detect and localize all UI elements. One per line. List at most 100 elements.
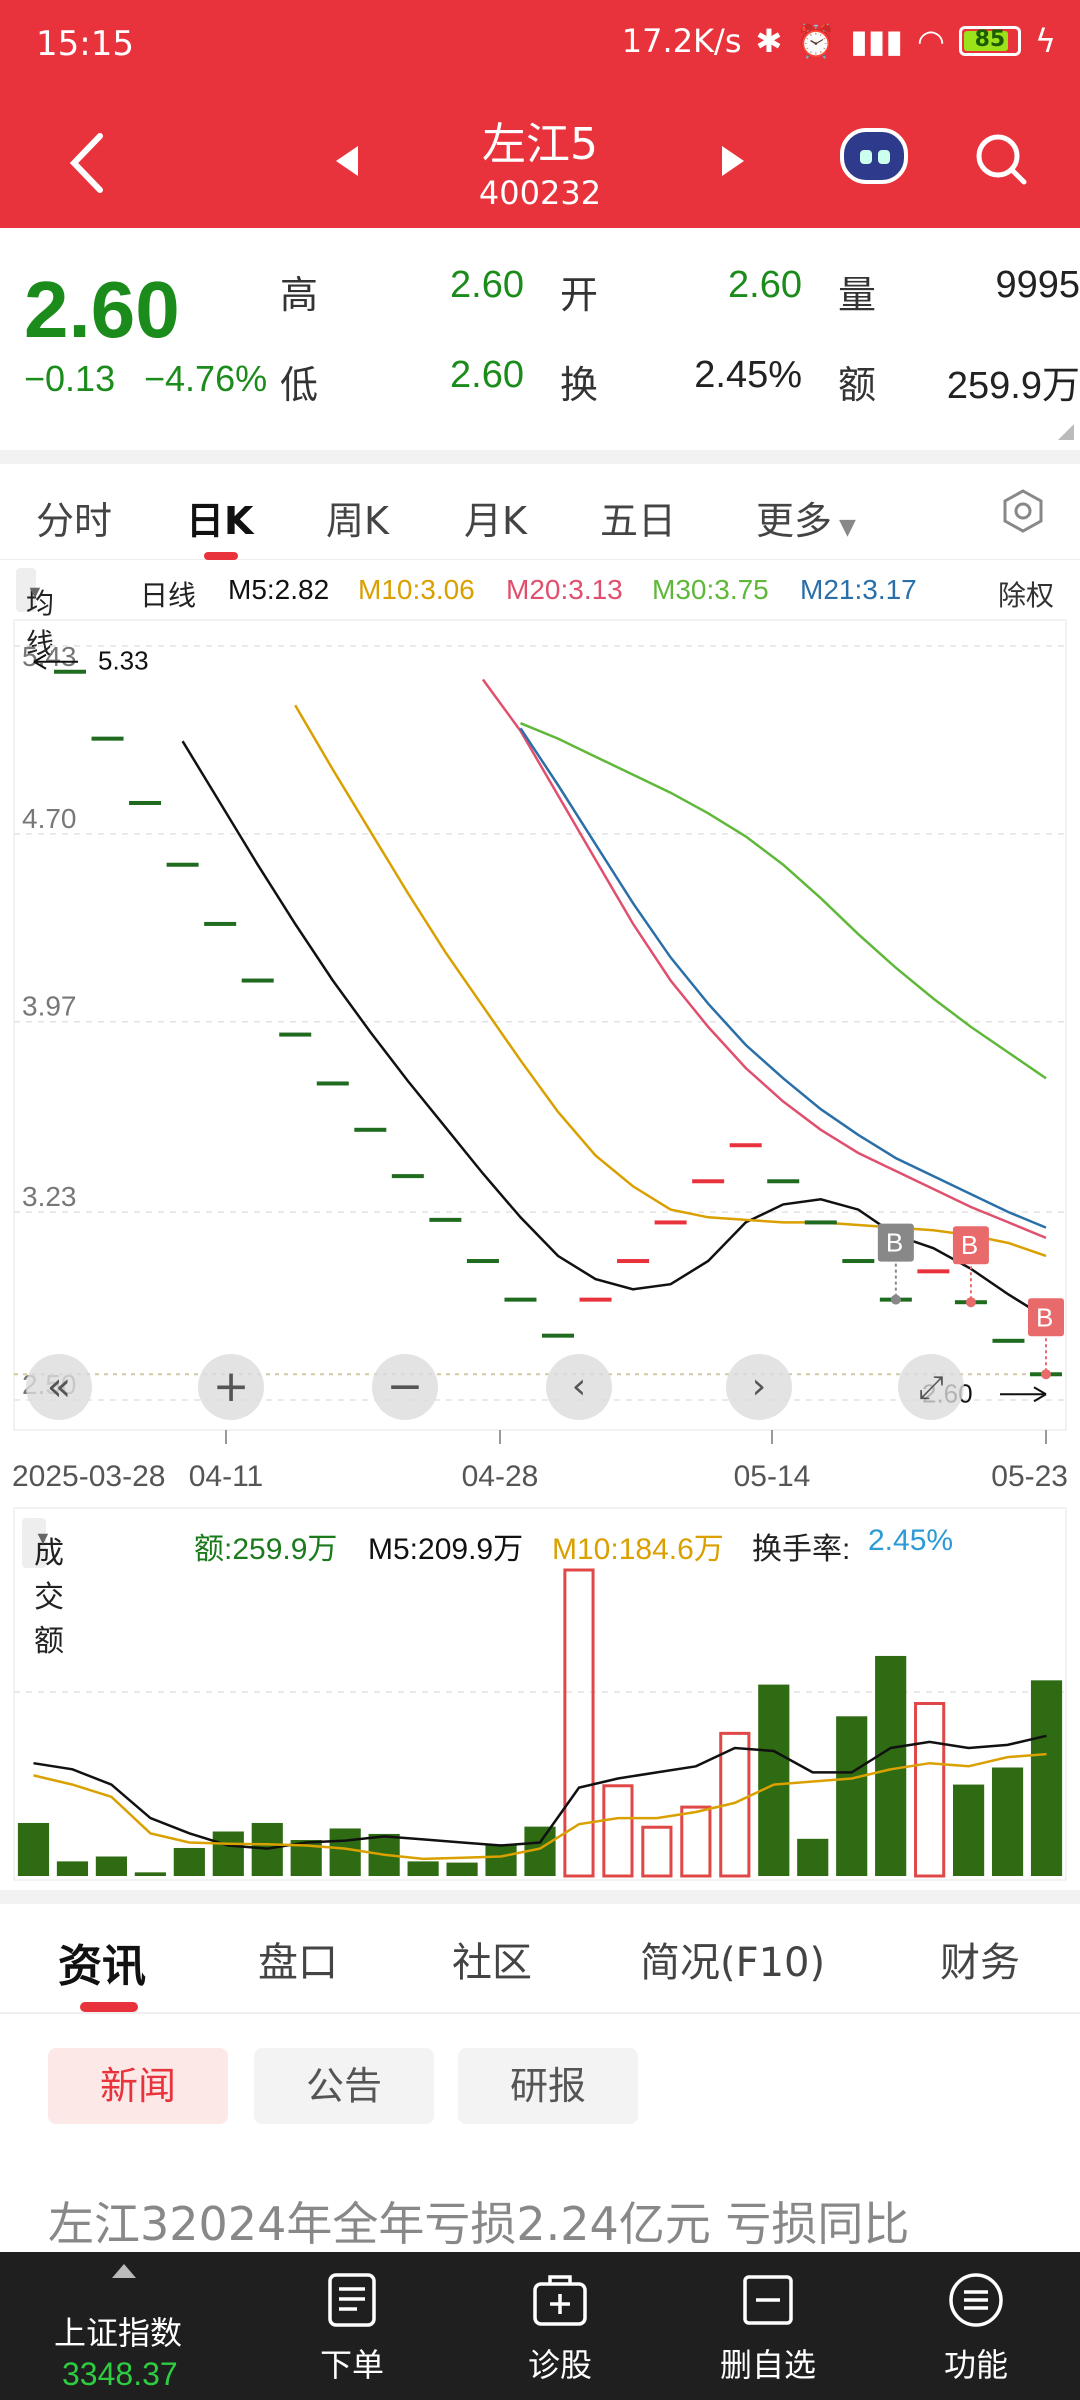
news-headline[interactable]: 左江32024年全年亏损2.24亿元 亏损同比 xyxy=(48,2197,910,2251)
index-ticker[interactable]: 上证指数 3348.37 xyxy=(0,2252,250,2400)
ma21-value: M21:3.17 xyxy=(800,574,917,605)
ma10-value: M10:3.06 xyxy=(358,574,475,605)
y-axis-tick-label: 3.97 xyxy=(22,991,77,1022)
ma20-value: M20:3.13 xyxy=(506,574,623,605)
tab-community[interactable]: 社区 xyxy=(452,1940,532,1986)
tab-weekly-k[interactable]: 周K xyxy=(326,499,389,543)
chevron-down-icon: ▼ xyxy=(832,515,856,540)
nav-place-order[interactable]: 下单 xyxy=(272,2252,432,2400)
info-tabs: 资讯 盘口 社区 简况(F10) 财务 xyxy=(0,1904,1080,2014)
tab-profile-f10[interactable]: 简况(F10) xyxy=(640,1940,826,1986)
buy-marker-badge xyxy=(877,1223,914,1262)
index-value: 3348.37 xyxy=(62,2356,178,2392)
remove-watchlist-icon xyxy=(743,2275,793,2325)
tab-five-day[interactable]: 五日 xyxy=(600,499,677,543)
wifi-icon: ◠ xyxy=(916,22,945,60)
search-icon[interactable] xyxy=(974,132,1028,186)
section-divider xyxy=(0,450,1080,464)
settings-hexagon-icon[interactable] xyxy=(1000,488,1046,534)
zoom-out-button[interactable]: − xyxy=(372,1354,438,1420)
filter-research[interactable]: 研报 xyxy=(458,2048,638,2124)
tab-finance[interactable]: 财务 xyxy=(940,1940,1020,1986)
back-icon[interactable] xyxy=(66,132,106,194)
candle xyxy=(917,1269,950,1274)
collapse-left-button[interactable]: « xyxy=(26,1354,92,1420)
nav-diagnose[interactable]: 诊股 xyxy=(480,2252,640,2400)
volume-bar-up xyxy=(602,1784,634,1878)
tab-order-book[interactable]: 盘口 xyxy=(258,1940,338,1986)
kline-chart[interactable]: 5.434.703.973.232.50BBB5.332.602025-03-2… xyxy=(0,0,1080,1890)
y-axis-tick-label: 5.43 xyxy=(22,641,77,672)
candle xyxy=(91,736,124,741)
ex-rights-toggle[interactable]: 除权 xyxy=(998,580,1055,611)
expand-corner-icon[interactable] xyxy=(1058,424,1074,440)
volume-m10: M10:184.6万 xyxy=(552,1533,724,1566)
volume-selector[interactable]: 成交额 ▼ xyxy=(22,1518,64,1658)
volume-m5: M5:209.9万 xyxy=(368,1533,524,1566)
tab-daily-k[interactable]: 日K xyxy=(186,499,254,543)
candle xyxy=(654,1220,687,1225)
candle xyxy=(354,1127,387,1132)
net-speed: 17.2K/s xyxy=(621,22,742,60)
next-stock-icon[interactable] xyxy=(720,144,748,178)
nav-remove-watchlist[interactable]: 删自选 xyxy=(688,2252,848,2400)
ma-line-m20 xyxy=(481,678,1047,1240)
prev-stock-icon[interactable] xyxy=(332,144,360,178)
prev-candle-button[interactable]: ‹ xyxy=(546,1354,612,1420)
ma-selector[interactable]: 均线 ▼ xyxy=(16,568,54,659)
volume-bar-up xyxy=(914,1701,946,1878)
tab-intraday[interactable]: 分时 xyxy=(36,499,113,543)
ma-line-m21 xyxy=(519,727,1047,1229)
buy-marker-label: B xyxy=(1036,1302,1053,1332)
volume-bar-down xyxy=(134,1872,166,1876)
volume-bar-down xyxy=(329,1828,361,1876)
assistant-robot-icon[interactable] xyxy=(840,128,908,184)
status-bar: 15:15 17.2K/s ✱ ⏰ ▮▮▮ ◠ 85 ϟ xyxy=(0,0,1080,90)
volume-bar-up xyxy=(680,1805,712,1878)
chevron-down-icon: ▼ xyxy=(34,1528,52,1548)
volume-bar-down xyxy=(991,1767,1024,1876)
nav-functions[interactable]: 功能 xyxy=(896,2252,1056,2400)
fullscreen-button[interactable]: ⤢ xyxy=(898,1354,964,1420)
volume-bar-down xyxy=(407,1861,439,1876)
filter-announcements[interactable]: 公告 xyxy=(254,2048,434,2124)
ma-selector-label: 均线 xyxy=(26,588,55,659)
y-axis-tick-label: 4.70 xyxy=(22,803,77,834)
filter-news[interactable]: 新闻 xyxy=(48,2048,228,2124)
volume-frame xyxy=(13,1507,1067,1881)
tab-more[interactable]: 更多 ▼ xyxy=(756,490,856,545)
status-icons: 17.2K/s ✱ ⏰ ▮▮▮ ◠ 85 ϟ xyxy=(622,22,1056,60)
zoom-in-button[interactable]: + xyxy=(198,1354,264,1420)
menu-circle-icon xyxy=(949,2273,1003,2327)
nav-place-order-label: 下单 xyxy=(319,2346,384,2384)
buy-marker-badge xyxy=(1028,1298,1064,1337)
candle xyxy=(129,800,162,805)
kline-frame xyxy=(13,619,1067,1431)
alarm-icon: ⏰ xyxy=(796,22,837,60)
amount-label: 额 xyxy=(838,363,877,407)
expand-up-icon xyxy=(112,2264,136,2278)
status-time: 15:15 xyxy=(36,24,134,64)
price-change: −0.13 xyxy=(24,358,116,399)
turnover-rate-label: 换手率: xyxy=(752,1533,851,1566)
tab-news-info[interactable]: 资讯 xyxy=(58,1941,146,1992)
tab-monthly-k[interactable]: 月K xyxy=(464,499,527,543)
turnover-label: 换 xyxy=(560,363,599,407)
buy-marker-dot xyxy=(965,1297,976,1308)
candle xyxy=(316,1081,349,1086)
nav-diagnose-label: 诊股 xyxy=(527,2346,592,2384)
ma-line-m5 xyxy=(181,740,1047,1319)
candle xyxy=(542,1333,574,1338)
volume-bar-up xyxy=(719,1731,751,1878)
volume-bar-down xyxy=(95,1856,127,1876)
volume-bar-down xyxy=(953,1784,985,1876)
next-candle-button[interactable]: › xyxy=(726,1354,792,1420)
volume-bar-up xyxy=(641,1825,673,1878)
ma-period-type: 日线 xyxy=(140,580,197,611)
volume-bar-down xyxy=(17,1822,50,1876)
volume-bar-up xyxy=(563,1568,595,1878)
low-label: 低 xyxy=(280,363,319,407)
volume-indicator-bar: 成交额 ▼ 额:259.9万 M5:209.9万 M10:184.6万 换手率:… xyxy=(0,1514,1080,1658)
diagnose-kit-icon xyxy=(533,2275,587,2326)
buy-marker-dot xyxy=(890,1294,901,1305)
